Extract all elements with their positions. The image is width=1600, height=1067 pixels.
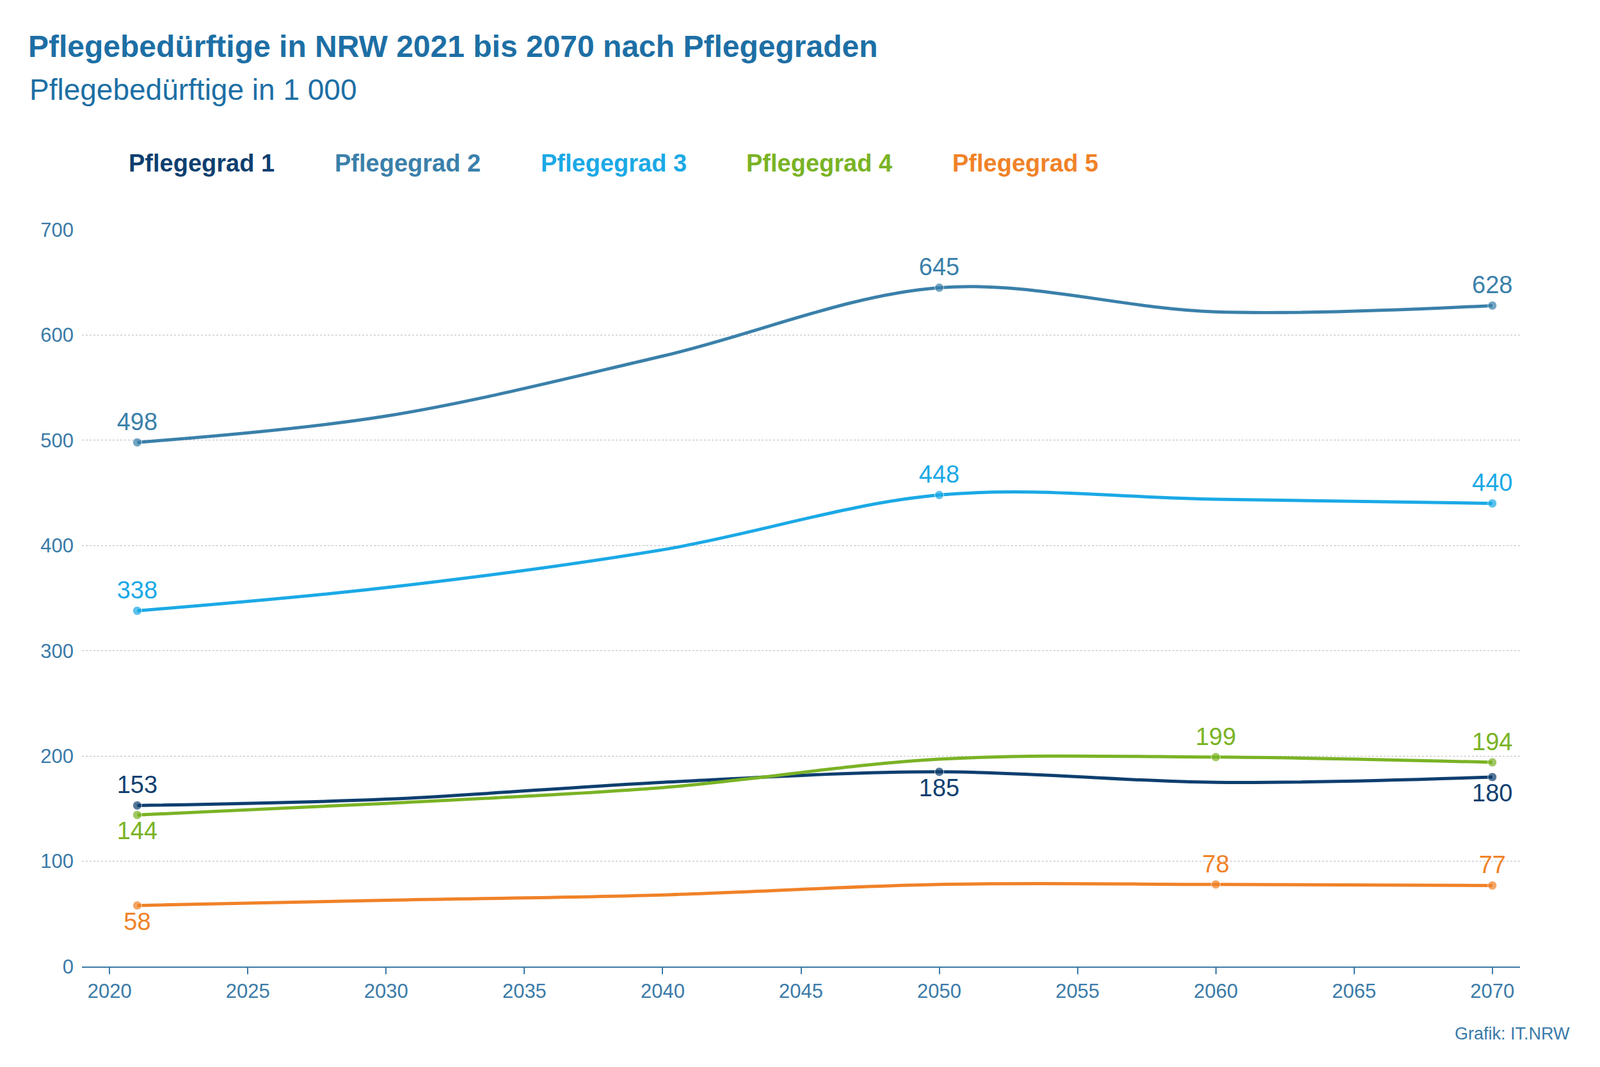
svg-text:2050: 2050 (917, 979, 962, 1003)
svg-text:78: 78 (1202, 850, 1230, 878)
svg-text:77: 77 (1479, 851, 1506, 879)
svg-text:2060: 2060 (1193, 979, 1238, 1003)
svg-text:448: 448 (919, 460, 960, 488)
svg-text:Pflegegrad 1: Pflegegrad 1 (128, 149, 275, 177)
svg-text:2035: 2035 (502, 979, 547, 1003)
svg-text:185: 185 (919, 774, 960, 802)
svg-text:2030: 2030 (364, 979, 409, 1003)
svg-text:2040: 2040 (640, 979, 685, 1003)
svg-text:199: 199 (1195, 723, 1236, 751)
svg-text:2055: 2055 (1055, 979, 1100, 1003)
svg-text:338: 338 (117, 576, 158, 604)
svg-text:Pflegegrad 4: Pflegegrad 4 (746, 149, 893, 177)
svg-text:600: 600 (40, 323, 74, 347)
svg-text:58: 58 (123, 908, 151, 936)
svg-text:180: 180 (1472, 779, 1513, 807)
svg-text:144: 144 (117, 817, 158, 845)
svg-text:2070: 2070 (1470, 979, 1515, 1003)
svg-text:194: 194 (1472, 728, 1513, 756)
svg-text:2025: 2025 (225, 979, 271, 1003)
svg-text:300: 300 (40, 640, 74, 663)
svg-text:400: 400 (40, 534, 74, 557)
svg-text:500: 500 (40, 429, 74, 452)
svg-text:2045: 2045 (778, 979, 824, 1003)
svg-text:Pflegegrad 2: Pflegegrad 2 (334, 149, 481, 177)
svg-text:2065: 2065 (1331, 979, 1376, 1003)
svg-text:498: 498 (117, 408, 158, 436)
svg-text:2020: 2020 (87, 979, 132, 1003)
svg-text:Grafik: IT.NRW: Grafik: IT.NRW (1454, 1024, 1570, 1044)
svg-text:153: 153 (117, 771, 158, 799)
svg-text:Pflegebedürftige in NRW 2021 b: Pflegebedürftige in NRW 2021 bis 2070 na… (28, 29, 879, 64)
svg-text:700: 700 (40, 218, 74, 242)
svg-text:0: 0 (62, 955, 74, 978)
svg-text:440: 440 (1472, 469, 1513, 496)
svg-text:645: 645 (919, 253, 960, 281)
svg-text:100: 100 (40, 849, 74, 873)
svg-text:628: 628 (1472, 271, 1513, 299)
svg-text:Pflegebedürftige in 1 000: Pflegebedürftige in 1 000 (29, 72, 358, 107)
svg-text:200: 200 (40, 744, 74, 768)
svg-text:Pflegegrad 3: Pflegegrad 3 (540, 149, 687, 177)
svg-text:Pflegegrad 5: Pflegegrad 5 (952, 149, 1099, 177)
